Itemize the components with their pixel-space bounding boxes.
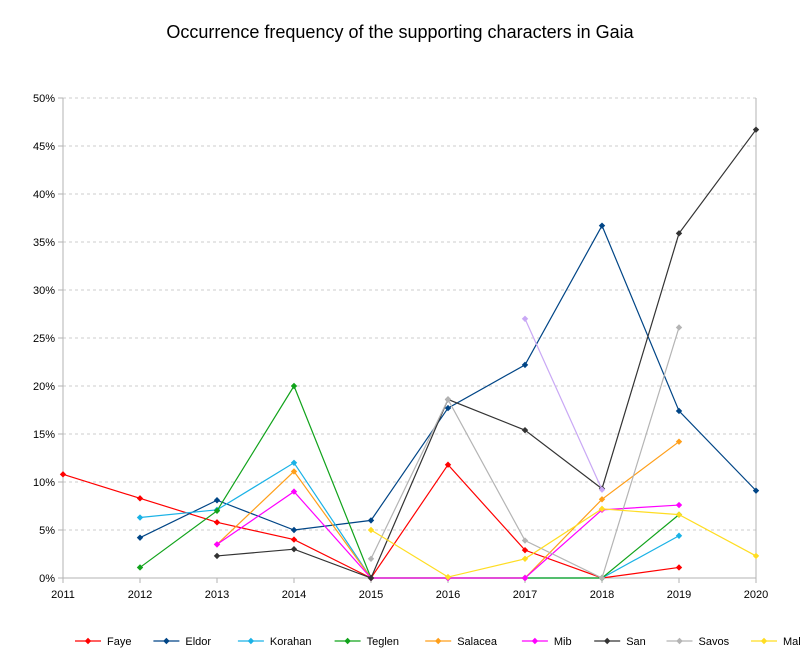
x-tick-label: 2016	[436, 589, 460, 601]
y-tick-label: 5%	[39, 525, 55, 537]
series-line-malva	[370, 508, 757, 578]
series-line-san	[216, 129, 757, 579]
data-point-san	[213, 552, 221, 560]
y-tick-label: 45%	[33, 141, 55, 153]
x-tick-label: 2019	[667, 589, 691, 601]
legend-label-malva: Malva	[783, 636, 800, 648]
data-point-malva	[444, 573, 452, 581]
series-line-eldor	[139, 224, 757, 539]
data-point-malva	[367, 526, 375, 534]
data-point-san	[290, 546, 298, 553]
data-point-faye	[136, 495, 144, 502]
legend-label-salacea: Salacea	[457, 636, 498, 648]
x-tick-label: 2018	[590, 589, 614, 601]
y-tick-label: 0%	[39, 573, 55, 585]
data-point-faye	[59, 471, 67, 478]
x-tick-label: 2017	[513, 589, 537, 601]
data-point-mib	[290, 488, 298, 495]
data-point-eldor	[598, 222, 606, 229]
legend-marker-savos	[676, 637, 683, 645]
x-tick-label: 2020	[744, 589, 768, 601]
data-point-faye	[213, 519, 221, 526]
data-point-savos	[444, 396, 452, 403]
data-point-mib	[213, 541, 221, 548]
data-point-ryker	[521, 315, 529, 322]
data-point-teglen	[213, 507, 221, 514]
data-point-korahan	[290, 459, 298, 466]
data-point-faye	[521, 546, 529, 554]
data-point-san	[521, 426, 529, 434]
data-point-malva	[752, 552, 760, 560]
data-point-savos	[598, 574, 606, 582]
data-point-ryker	[598, 486, 606, 493]
y-tick-label: 40%	[33, 189, 55, 201]
data-point-eldor	[675, 407, 683, 415]
legend-marker-mib	[531, 637, 539, 645]
data-point-teglen	[290, 382, 298, 390]
x-tick-label: 2015	[359, 589, 383, 601]
x-tick-label: 2014	[282, 589, 306, 601]
legend-label-mib: Mib	[554, 636, 572, 648]
y-tick-label: 35%	[33, 237, 55, 249]
legend-label-teglen: Teglen	[367, 636, 399, 648]
data-point-san	[367, 574, 375, 582]
data-point-eldor	[213, 497, 221, 504]
data-point-mib	[521, 574, 529, 582]
legend-label-san: San	[626, 636, 646, 648]
legend-marker-eldor	[163, 637, 170, 645]
series-line-ryker	[524, 318, 603, 490]
data-point-faye	[290, 536, 298, 543]
data-point-san	[675, 230, 683, 237]
data-point-savos	[675, 324, 683, 331]
y-tick-label: 20%	[33, 381, 55, 393]
chart-title: Occurrence frequency of the supporting c…	[166, 22, 634, 42]
legend-marker-faye	[84, 637, 92, 645]
y-tick-label: 15%	[33, 429, 55, 441]
data-point-eldor	[521, 361, 529, 369]
x-tick-label: 2013	[205, 589, 229, 601]
data-point-eldor	[290, 526, 298, 534]
data-point-korahan	[136, 514, 144, 521]
y-tick-label: 30%	[33, 285, 55, 297]
x-tick-label: 2012	[128, 589, 152, 601]
data-point-savos	[521, 537, 529, 544]
legend-label-korahan: Korahan	[270, 636, 312, 648]
legend-marker-malva	[760, 637, 768, 645]
data-point-eldor	[136, 534, 144, 541]
legend-marker-salacea	[435, 637, 442, 645]
data-point-salacea	[598, 496, 606, 503]
data-point-san	[752, 126, 760, 133]
data-point-salacea	[290, 468, 298, 475]
data-point-eldor	[367, 517, 375, 524]
data-point-mib	[675, 501, 683, 509]
legend-marker-san	[604, 637, 611, 645]
x-tick-label: 2011	[51, 589, 75, 601]
data-point-korahan	[675, 532, 683, 539]
data-point-savos	[367, 555, 375, 562]
legend-label-eldor: Eldor	[185, 636, 211, 648]
data-point-malva	[521, 555, 529, 562]
legend-marker-korahan	[247, 637, 255, 645]
legend-label-savos: Savos	[699, 636, 730, 648]
data-point-faye	[675, 564, 683, 571]
data-point-teglen	[136, 564, 144, 571]
data-point-eldor	[752, 487, 760, 494]
y-tick-label: 50%	[33, 93, 55, 105]
data-point-malva	[675, 511, 683, 518]
legend-marker-teglen	[344, 637, 351, 645]
data-point-salacea	[675, 438, 683, 445]
y-tick-label: 25%	[33, 333, 55, 345]
series-line-mib	[216, 490, 680, 579]
data-point-malva	[598, 505, 606, 513]
data-point-faye	[444, 461, 452, 468]
y-tick-label: 10%	[33, 477, 55, 489]
legend-label-faye: Faye	[107, 636, 131, 648]
data-point-eldor	[444, 404, 452, 412]
